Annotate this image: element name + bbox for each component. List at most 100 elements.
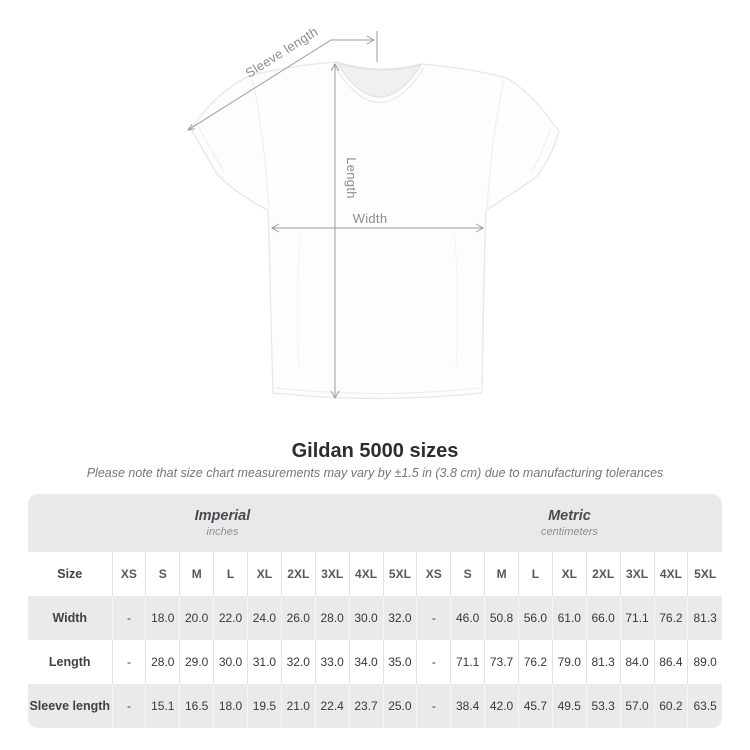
metric-unit-label: centimeters: [541, 525, 598, 538]
size-header-imperial-4xl: 4XL: [348, 552, 383, 596]
measurement-cell: 35.0: [382, 640, 417, 684]
measurement-cell: -: [111, 640, 146, 684]
left-sleeve-hem-seam: [197, 125, 224, 171]
measurement-cell: 31.0: [247, 640, 282, 684]
size-header-metric-3xl: 3XL: [619, 552, 654, 596]
size-header-row: Size XS S M L XL 2XL 3XL 4XL 5XL XS S M L XL 2XL 3XL 4XL…: [28, 552, 722, 596]
tshirt-outline: [190, 61, 560, 400]
sleeve-length-arrow: [186, 35, 376, 131]
measurement-cell: 56.0: [518, 596, 553, 640]
left-armhole-seam: [251, 78, 270, 208]
measurement-cell: 23.7: [348, 684, 383, 728]
imperial-unit-label: inches: [206, 525, 239, 538]
size-header-metric-xs: XS: [416, 552, 451, 596]
metric-label: Metric: [548, 507, 591, 524]
width-arrow: [270, 223, 485, 233]
measurement-cell: 81.3: [687, 596, 722, 640]
fold-line-right: [454, 234, 458, 369]
size-chart-table: Imperial inches Metric centimeters Size …: [28, 494, 722, 728]
size-header-imperial-3xl: 3XL: [314, 552, 350, 596]
measurement-cell: 26.0: [280, 596, 316, 640]
measurement-cell: 46.0: [450, 596, 485, 640]
size-header-imperial-xl: XL: [247, 552, 282, 596]
right-armhole-seam: [486, 80, 505, 209]
size-header-imperial-2xl: 2XL: [280, 552, 316, 596]
measurement-cell: 16.5: [179, 684, 214, 728]
measurement-cell: 18.0: [145, 596, 180, 640]
size-header-metric-2xl: 2XL: [585, 552, 621, 596]
measurement-cell: 25.0: [382, 684, 417, 728]
measurement-cell: -: [416, 640, 451, 684]
size-header-metric-5xl: 5XL: [687, 552, 722, 596]
measurement-cell: 76.2: [653, 596, 688, 640]
measurement-cell: -: [416, 684, 451, 728]
measurement-cell: 42.0: [484, 684, 519, 728]
collar-band-seam: [332, 63, 426, 103]
measurement-cell: 60.2: [653, 684, 688, 728]
measurement-cell: 73.7: [484, 640, 519, 684]
page-title: Gildan 5000 sizes: [291, 440, 459, 462]
measurement-cell: 15.1: [145, 684, 180, 728]
size-header-metric-xl: XL: [551, 552, 587, 596]
measurement-cell: -: [416, 596, 451, 640]
measurement-cell: 66.0: [585, 596, 621, 640]
measurement-cell: 61.0: [551, 596, 587, 640]
measurement-cell: 33.0: [314, 640, 350, 684]
measurement-cell: 57.0: [619, 684, 654, 728]
measurement-cell: -: [111, 596, 146, 640]
measurement-cell: 76.2: [518, 640, 553, 684]
unit-group-row: Imperial inches Metric centimeters: [28, 494, 722, 552]
measurement-cell: 28.0: [314, 596, 350, 640]
bottom-hem-seam: [274, 387, 481, 394]
width-label: Width: [353, 211, 388, 226]
measurement-cell: 63.5: [687, 684, 722, 728]
size-header-metric-s: S: [450, 552, 485, 596]
measurement-cell: 89.0: [687, 640, 722, 684]
measurement-cell: 34.0: [348, 640, 383, 684]
length-label: Length: [344, 157, 359, 199]
size-header-imperial-m: M: [179, 552, 214, 596]
table-row-length: Length -28.0 29.0 30.0 31.0 32.0 33.0 34.0 35.0-…: [28, 640, 722, 684]
measurement-cell: 20.0: [179, 596, 214, 640]
size-header-imperial-xs: XS: [111, 552, 146, 596]
measurement-cell: 49.5: [551, 684, 587, 728]
measurement-cell: 71.1: [619, 596, 654, 640]
imperial-label: Imperial: [194, 507, 251, 524]
measurement-cell: 84.0: [619, 640, 654, 684]
tolerance-note: Please note that size chart measurements…: [86, 466, 664, 480]
size-header-metric-l: L: [518, 552, 553, 596]
measurement-cell: 22.4: [314, 684, 350, 728]
measurement-cell: 45.7: [518, 684, 553, 728]
measurement-cell: 32.0: [280, 640, 316, 684]
size-header-metric-m: M: [484, 552, 519, 596]
measurement-cell: 19.5: [247, 684, 282, 728]
size-column-header: Size: [28, 552, 112, 596]
measurement-cell: -: [111, 684, 146, 728]
row-label: Width: [52, 611, 88, 625]
measurement-cell: 81.3: [585, 640, 621, 684]
tshirt-measurement-diagram: Sleeve length Length Width: [186, 24, 560, 400]
measurement-cell: 29.0: [179, 640, 214, 684]
measurement-cell: 30.0: [213, 640, 248, 684]
table-row-width: Width -18.0 20.0 22.0 24.0 26.0 28.0 30.0 32.0-4…: [28, 596, 722, 640]
measurement-cell: 21.0: [280, 684, 316, 728]
measurement-cell: 32.0: [382, 596, 417, 640]
title-block: Gildan 5000 sizes Please note that size …: [0, 440, 750, 480]
measurement-cell: 71.1: [450, 640, 485, 684]
table-row-sleeve-length: Sleeve length -15.1 16.5 18.0 19.5 21.0 22.4 23…: [28, 684, 722, 728]
measurement-cell: 28.0: [145, 640, 180, 684]
size-header-imperial-l: L: [213, 552, 248, 596]
measurement-cell: 30.0: [348, 596, 383, 640]
right-sleeve-hem-seam: [530, 127, 552, 174]
measurement-cell: 22.0: [213, 596, 248, 640]
row-label: Length: [48, 655, 91, 669]
measurement-cell: 18.0: [213, 684, 248, 728]
fold-line-left: [297, 234, 301, 369]
metric-group-header: Metric centimeters: [416, 494, 722, 552]
collar-opening: [335, 62, 423, 98]
measurement-cell: 24.0: [247, 596, 282, 640]
measurement-cell: 50.8: [484, 596, 519, 640]
measurement-cell: 38.4: [450, 684, 485, 728]
measurement-cell: 53.3: [585, 684, 621, 728]
imperial-group-header: Imperial inches: [28, 494, 417, 552]
